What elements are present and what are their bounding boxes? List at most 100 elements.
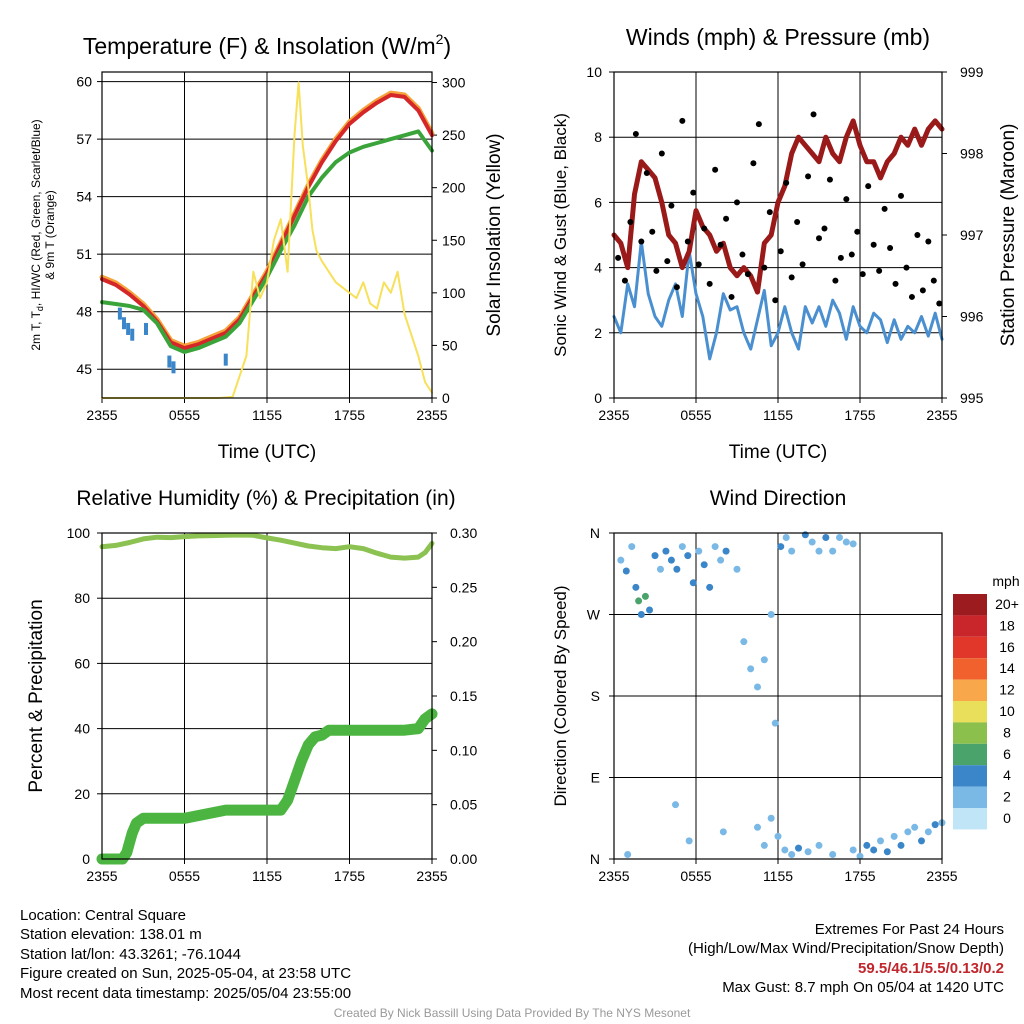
x-tick-label: 2355 bbox=[926, 868, 957, 884]
gust-point bbox=[837, 254, 844, 261]
wind-direction-point bbox=[849, 540, 857, 548]
wind-direction-point bbox=[822, 534, 830, 542]
y2-tick-label: 0.25 bbox=[450, 579, 477, 595]
wind-direction-point bbox=[863, 841, 871, 849]
wind-direction-point bbox=[795, 844, 802, 852]
wind-direction-point bbox=[815, 841, 823, 849]
hi-wc-segment bbox=[126, 322, 131, 335]
gust-point bbox=[734, 199, 740, 206]
y-tick-label: N bbox=[590, 851, 600, 867]
wind-direction-point bbox=[836, 534, 843, 542]
wind-direction-point bbox=[774, 832, 782, 840]
gust-point bbox=[887, 245, 894, 252]
wind-direction-point bbox=[662, 547, 670, 555]
pressure-series bbox=[611, 118, 945, 295]
colorbar-label: 12 bbox=[999, 682, 1015, 698]
wind-direction-point bbox=[706, 583, 714, 591]
station-elevation: Station elevation: 138.01 m bbox=[20, 926, 202, 944]
x-tick-label: 1755 bbox=[334, 868, 365, 884]
wind-direction-point bbox=[754, 823, 761, 831]
gust-point bbox=[805, 173, 812, 180]
y2-axis-label: Solar Insolation (Yellow) bbox=[484, 133, 505, 336]
y2-tick-label: 996 bbox=[960, 309, 984, 325]
y-tick-label: 48 bbox=[76, 304, 92, 320]
wind-direction-point bbox=[808, 538, 816, 546]
wind-direction-point bbox=[767, 611, 775, 618]
colorbar-label: 16 bbox=[999, 639, 1015, 655]
wind-direction-point bbox=[931, 821, 939, 829]
wind-direction-point bbox=[760, 656, 768, 664]
gust-point bbox=[908, 293, 915, 300]
wind-direction-point bbox=[801, 531, 809, 539]
wind-direction-point bbox=[918, 837, 925, 845]
hi-wc-segment bbox=[122, 317, 126, 330]
y2-tick-label: 0.10 bbox=[450, 742, 477, 758]
wind-direction-point bbox=[877, 837, 884, 845]
hi-wc-segment bbox=[144, 322, 148, 335]
x-tick-label: 0555 bbox=[680, 407, 711, 423]
plot-frame bbox=[101, 71, 433, 399]
gust-point bbox=[728, 293, 735, 300]
wind-direction-point bbox=[829, 850, 837, 858]
figure-created: Figure created on Sun, 2025-05-04, at 23… bbox=[20, 965, 352, 983]
hi-wc-segment bbox=[223, 353, 228, 366]
y2-tick-label: 0.15 bbox=[450, 688, 477, 704]
colorbar-label: 8 bbox=[1003, 724, 1011, 740]
wind-direction-point bbox=[829, 547, 837, 555]
y-axis-label: Percent & Precipitation bbox=[26, 599, 47, 792]
y-tick-label: 10 bbox=[586, 64, 602, 80]
wind-direction-point bbox=[733, 565, 741, 573]
gust-point bbox=[668, 202, 675, 209]
y-tick-label: 20 bbox=[74, 786, 90, 802]
x-tick-label: 1755 bbox=[844, 407, 875, 423]
gust-point bbox=[794, 218, 801, 225]
gust-point bbox=[826, 176, 833, 183]
gust-point bbox=[848, 251, 855, 258]
y2-tick-label: 150 bbox=[442, 232, 466, 248]
gust-point bbox=[783, 179, 790, 186]
wind-direction-point bbox=[771, 719, 779, 727]
x-tick-label: 2355 bbox=[598, 868, 629, 884]
gust-point bbox=[717, 241, 724, 248]
gust-point bbox=[761, 264, 768, 271]
colorbar-swatch bbox=[953, 679, 987, 701]
wind-direction-point bbox=[719, 828, 727, 836]
wind-direction-point bbox=[788, 850, 796, 858]
colorbar-label: 14 bbox=[999, 660, 1015, 676]
gust-point bbox=[865, 183, 872, 190]
gust-point bbox=[898, 192, 904, 199]
x-tick-label: 2355 bbox=[598, 407, 629, 423]
wind-direction-point bbox=[777, 543, 785, 551]
gust-point bbox=[712, 166, 719, 173]
extremes-values: 59.5/46.1/5.5/0.13/0.2 bbox=[858, 959, 1004, 977]
x-tick-label: 1755 bbox=[334, 407, 365, 423]
y2-tick-label: 0.20 bbox=[450, 634, 477, 650]
gust-point bbox=[627, 218, 634, 225]
gust-point bbox=[750, 160, 757, 167]
x-axis-label: Time (UTC) bbox=[729, 442, 828, 463]
gust-point bbox=[649, 228, 656, 235]
y-tick-label: 100 bbox=[67, 525, 91, 541]
gust-point bbox=[919, 287, 926, 294]
wind-direction-point bbox=[635, 597, 643, 605]
gust-point bbox=[643, 170, 650, 177]
gust-point bbox=[621, 277, 628, 284]
gust-point bbox=[701, 225, 708, 232]
gust-point bbox=[766, 209, 773, 216]
x-tick-label: 1155 bbox=[763, 407, 793, 423]
humidity-precip-series bbox=[96, 708, 438, 865]
wind-direction-point bbox=[897, 841, 905, 849]
gust-point bbox=[739, 251, 746, 258]
y-tick-label: 54 bbox=[76, 189, 92, 205]
y-tick-label: 8 bbox=[594, 129, 602, 145]
gust-point bbox=[903, 264, 910, 271]
wind-direction-point bbox=[695, 547, 703, 555]
wind-direction-point bbox=[711, 543, 719, 551]
wind-direction-point bbox=[641, 592, 649, 600]
y-tick-label: 60 bbox=[74, 655, 90, 671]
wind-direction-point bbox=[804, 848, 812, 856]
y2-tick-label: 0.05 bbox=[450, 797, 477, 813]
wind-direction-point bbox=[849, 846, 857, 854]
colorbar-title: mph bbox=[992, 573, 1019, 589]
wind-direction-point bbox=[842, 538, 850, 546]
